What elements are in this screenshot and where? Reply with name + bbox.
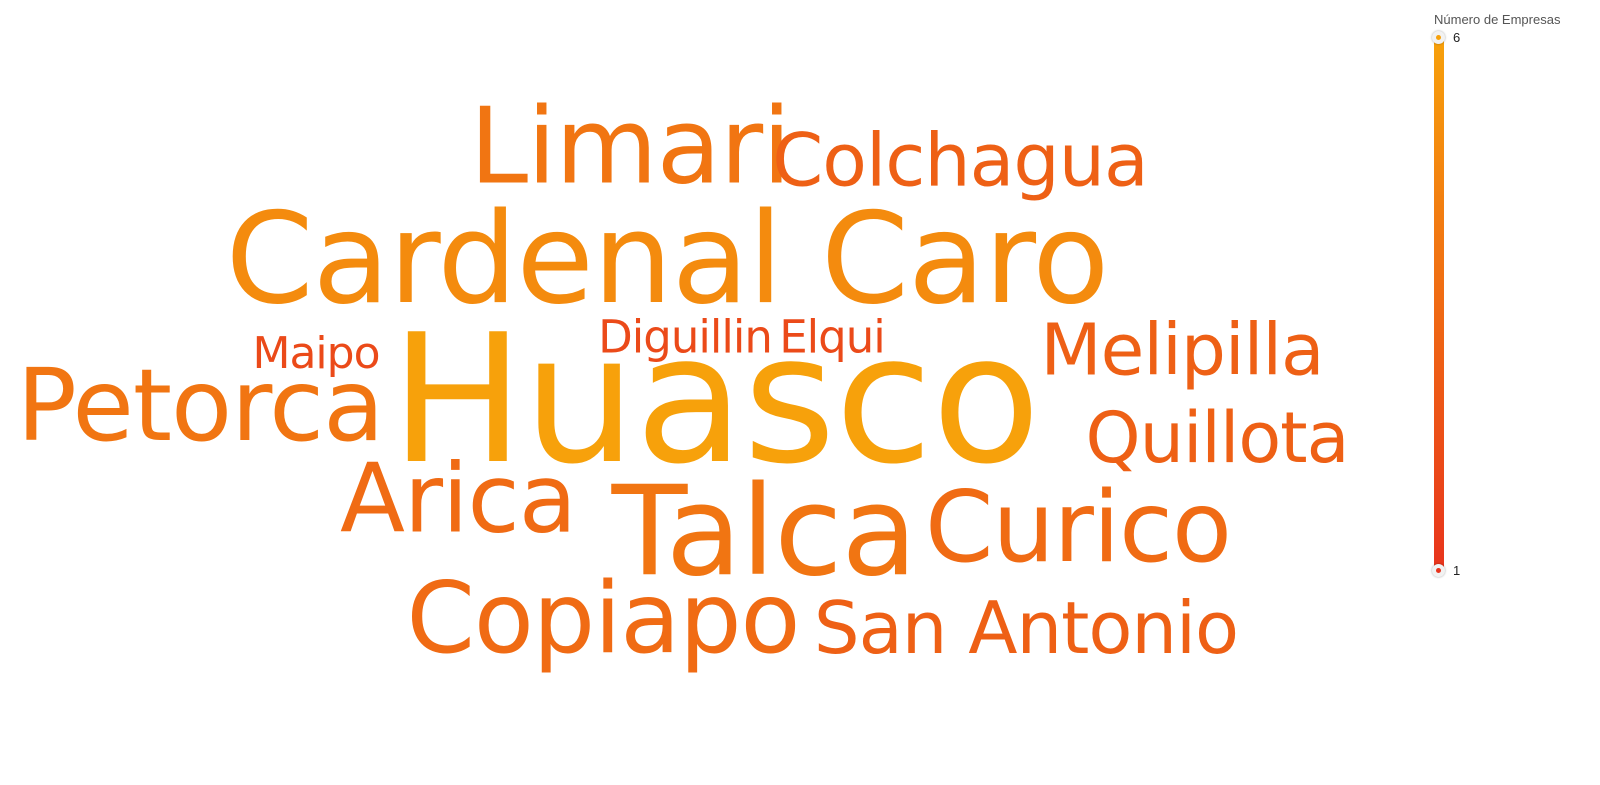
legend-min-handle[interactable]	[1432, 564, 1445, 577]
color-legend: Número de Empresas 6 1	[1420, 8, 1600, 598]
word-curico[interactable]: Curico	[925, 471, 1232, 585]
legend-min-label: 1	[1453, 563, 1461, 578]
word-arica[interactable]: Arica	[340, 444, 577, 555]
word-colchagua[interactable]: Colchagua	[772, 118, 1148, 204]
word-petorca[interactable]: Petorca	[16, 347, 385, 464]
word-maipo[interactable]: Maipo	[252, 328, 381, 379]
legend-title: Número de Empresas	[1434, 12, 1561, 27]
word-elqui[interactable]: Elqui	[779, 310, 886, 364]
word-san-antonio[interactable]: San Antonio	[813, 586, 1239, 670]
word-diguillin[interactable]: Diguillin	[598, 310, 773, 364]
legend-max-handle[interactable]	[1432, 31, 1445, 44]
word-limari[interactable]: Limari	[469, 85, 792, 208]
word-melipilla[interactable]: Melipilla	[1040, 308, 1324, 392]
word-talca[interactable]: Talca	[611, 460, 918, 604]
word-copiapo[interactable]: Copiapo	[406, 562, 800, 676]
word-huasco[interactable]: Huasco	[390, 296, 1040, 503]
word-cardenal-caro[interactable]: Cardenal Caro	[225, 185, 1110, 332]
word-quillota[interactable]: Quillota	[1085, 397, 1350, 479]
legend-gradient-bar	[1434, 37, 1444, 570]
legend-max-label: 6	[1453, 30, 1461, 45]
